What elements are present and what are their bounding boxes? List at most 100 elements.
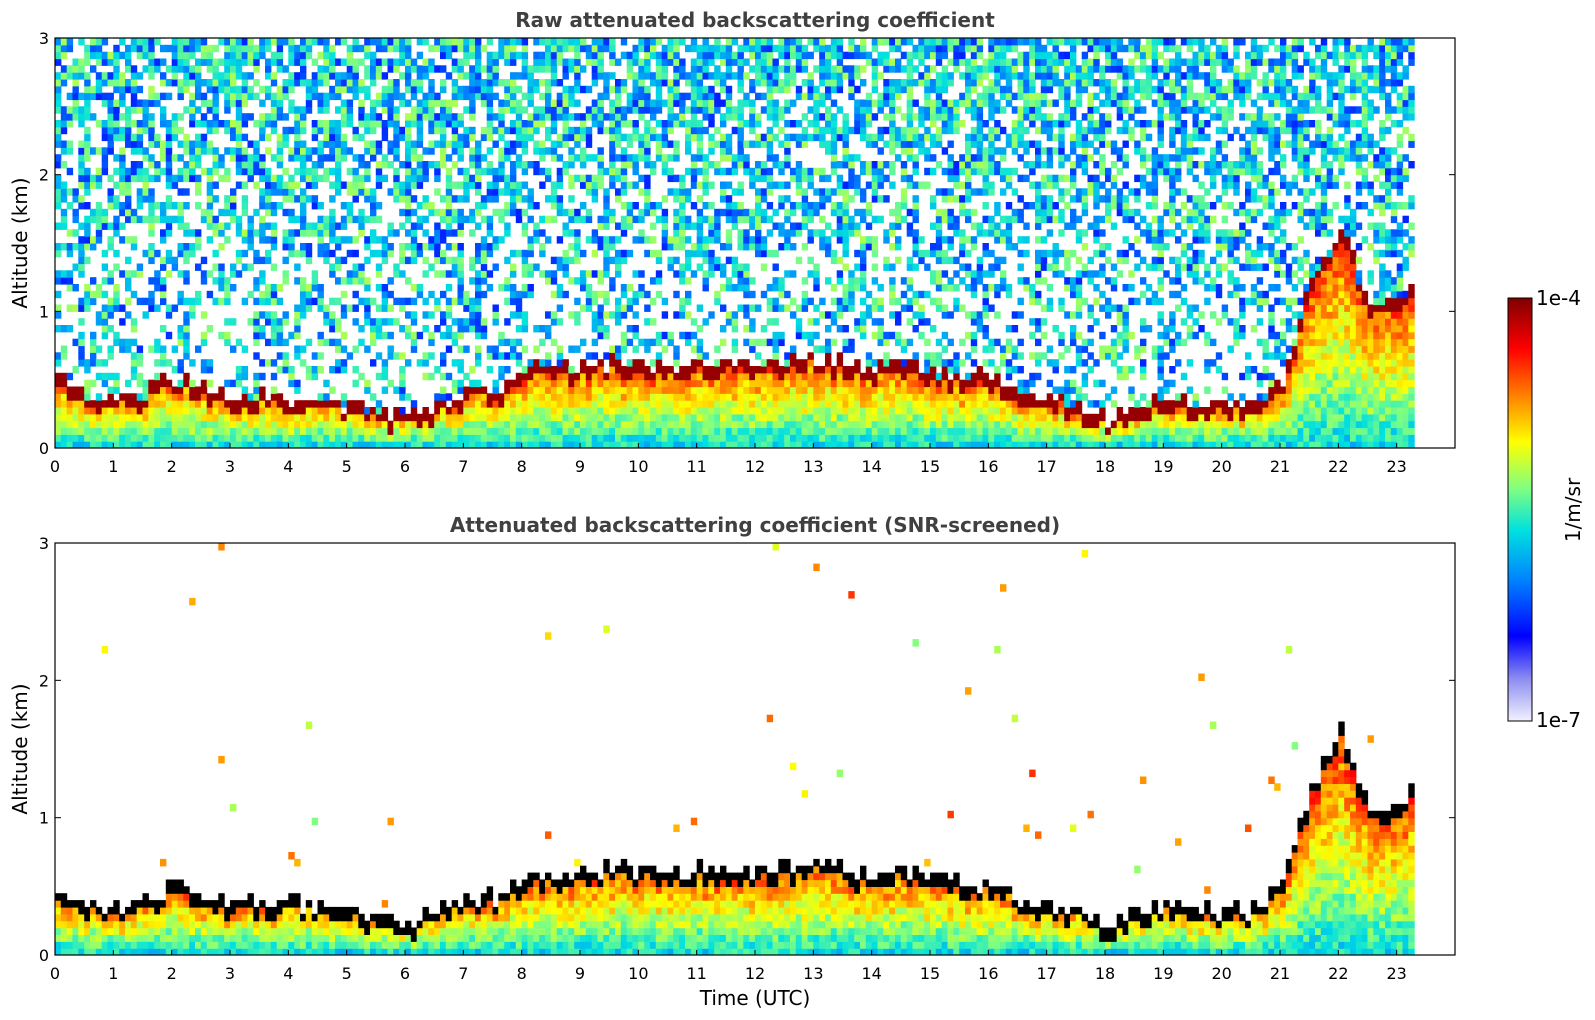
heatmap-cell — [679, 188, 686, 196]
heatmap-cell — [580, 154, 587, 162]
heatmap-cell — [562, 161, 569, 169]
heatmap-cell — [632, 325, 639, 333]
heatmap-cell — [784, 133, 791, 142]
heatmap-cell — [160, 379, 167, 388]
heatmap-cell — [130, 243, 138, 251]
heatmap-cell — [492, 126, 499, 135]
heatmap-cell — [673, 270, 680, 278]
heatmap-cell — [136, 270, 144, 278]
heatmap-cell — [591, 188, 599, 196]
heatmap-cell — [352, 92, 359, 101]
heatmap-cell — [381, 174, 389, 183]
heatmap-cell — [463, 290, 470, 299]
heatmap-cell — [282, 38, 289, 46]
heatmap-cell — [626, 181, 634, 189]
heatmap-cell — [515, 400, 523, 408]
heatmap-cell — [521, 290, 529, 299]
heatmap-cell — [375, 202, 383, 210]
heatmap-cell — [305, 366, 313, 374]
heatmap-cell — [125, 106, 132, 114]
heatmap-cell — [486, 400, 494, 408]
heatmap-cell — [690, 372, 698, 381]
heatmap-cell — [55, 290, 62, 299]
heatmap-cell — [714, 215, 721, 224]
heatmap-cell — [720, 120, 727, 128]
heatmap-cell — [130, 133, 138, 142]
heatmap-cell — [370, 297, 377, 306]
heatmap-cell — [387, 85, 394, 94]
heatmap-cell — [259, 393, 266, 401]
heatmap-cell — [405, 297, 412, 306]
heatmap-cell — [270, 154, 278, 162]
heatmap-cell — [177, 51, 184, 60]
heatmap-cell — [644, 161, 651, 169]
heatmap-cell — [370, 427, 377, 435]
heatmap-cell — [55, 174, 62, 183]
heatmap-cell — [650, 386, 657, 394]
heatmap-cell — [375, 181, 383, 189]
heatmap-cell — [107, 400, 114, 408]
heatmap-cell — [714, 379, 721, 388]
heatmap-cell — [609, 174, 616, 183]
heatmap-cell — [352, 236, 359, 244]
heatmap-cell — [405, 277, 412, 285]
heatmap-cell — [154, 386, 161, 394]
heatmap-cell — [510, 263, 517, 271]
heatmap-cell — [323, 338, 330, 347]
heatmap-cell — [574, 372, 581, 381]
heatmap-cell — [708, 270, 715, 278]
heatmap-cell — [673, 413, 680, 422]
heatmap-cell — [381, 304, 389, 312]
heatmap-cell — [410, 420, 418, 429]
heatmap-cell — [410, 65, 418, 73]
heatmap-cell — [422, 113, 429, 121]
heatmap-cell — [737, 284, 744, 292]
heatmap-cell — [422, 325, 429, 333]
heatmap-cell — [539, 249, 546, 258]
heatmap-cell — [801, 65, 809, 73]
heatmap-cell — [119, 407, 126, 415]
heatmap-cell — [801, 420, 809, 429]
heatmap-cell — [206, 290, 214, 299]
heatmap-cell — [755, 407, 762, 415]
heatmap-cell — [282, 407, 289, 415]
heatmap-cell — [165, 133, 173, 142]
heatmap-cell — [300, 126, 307, 135]
heatmap-cell — [784, 65, 791, 73]
heatmap-cell — [130, 420, 138, 429]
heatmap-cell — [615, 400, 622, 408]
heatmap-cell — [445, 284, 453, 292]
heatmap-cell — [340, 79, 348, 87]
heatmap-cell — [405, 58, 412, 66]
heatmap-cell — [224, 434, 231, 442]
heatmap-cell — [510, 284, 517, 292]
heatmap-cell — [690, 407, 698, 415]
heatmap-cell — [632, 202, 639, 210]
heatmap-cell — [766, 372, 774, 381]
heatmap-cell — [294, 195, 301, 203]
heatmap-cell — [235, 85, 243, 94]
heatmap-cell — [498, 126, 505, 135]
heatmap-cell — [720, 72, 727, 80]
heatmap-cell — [626, 400, 634, 408]
heatmap-cell — [247, 427, 254, 435]
heatmap-cell — [410, 413, 418, 422]
heatmap-cell — [224, 284, 231, 292]
heatmap-cell — [440, 79, 447, 87]
heatmap-cell — [183, 85, 190, 94]
heatmap-cell — [416, 290, 424, 299]
heatmap-cell — [597, 58, 604, 66]
heatmap-cell — [405, 393, 412, 401]
heatmap-cell — [200, 413, 208, 422]
heatmap-cell — [224, 38, 231, 46]
heatmap-cell — [422, 161, 429, 169]
heatmap-cell — [807, 92, 814, 101]
heatmap-cell — [224, 413, 231, 422]
heatmap-cell — [445, 120, 453, 128]
heatmap-cell — [673, 195, 680, 203]
heatmap-cell — [515, 297, 523, 306]
heatmap-cell — [189, 167, 196, 176]
heatmap-cell — [644, 44, 651, 53]
heatmap-cell — [685, 195, 692, 203]
heatmap-cell — [673, 407, 680, 415]
